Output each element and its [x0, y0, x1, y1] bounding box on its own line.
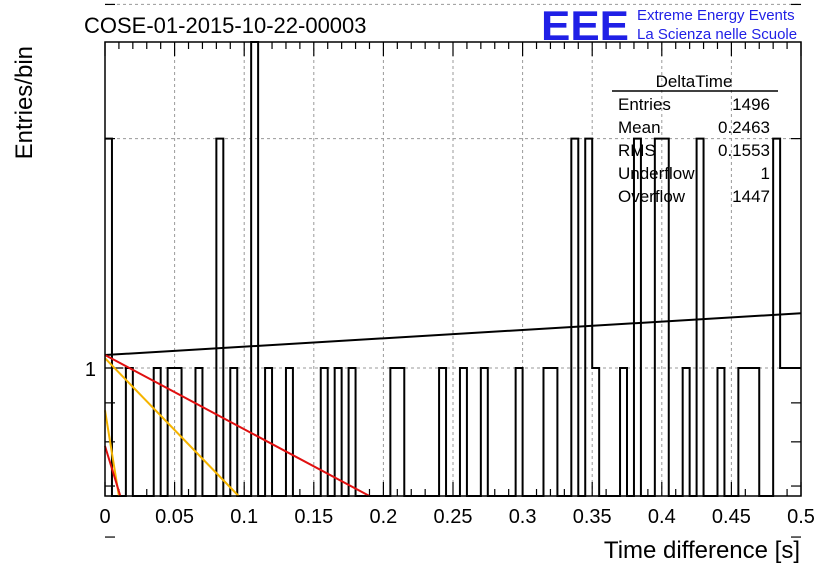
fit-line	[104, 445, 122, 497]
x-tick-label: 0.4	[648, 506, 676, 528]
x-axis-label: Time difference [s]	[604, 537, 800, 564]
histogram-bin	[390, 368, 397, 496]
histogram-bin	[397, 368, 404, 496]
histogram-bin	[794, 368, 801, 496]
stats-value-entries: 1496	[732, 95, 770, 114]
plot-frame	[104, 41, 802, 497]
stats-value-underflow: 1	[761, 164, 770, 183]
stats-value-overflow: 1447	[732, 187, 770, 206]
x-tick-label: 0.5	[787, 506, 815, 528]
x-tick-label: 0.05	[155, 506, 194, 528]
histogram-bin	[195, 368, 202, 496]
histogram-bin	[543, 368, 550, 496]
stats-label-entries: Entries	[618, 95, 671, 114]
x-tick-label: 0.15	[294, 506, 333, 528]
stats-label-overflow: Overflow	[618, 187, 686, 206]
histogram-bin	[620, 368, 627, 496]
histogram-bin	[697, 139, 704, 496]
x-tick-label: 0.1	[230, 506, 258, 528]
histogram-bin	[780, 368, 787, 496]
stats-value-rms: 0.1553	[718, 141, 770, 160]
histogram-bin	[738, 368, 745, 496]
fit-line	[104, 312, 802, 357]
histogram-bin	[216, 139, 223, 496]
histogram-bin	[585, 139, 592, 496]
fit-line	[104, 357, 240, 497]
histogram-bin	[773, 139, 780, 496]
x-tick-label: 0.35	[573, 506, 612, 528]
histogram-bin	[550, 368, 557, 496]
histogram-bin	[439, 368, 446, 496]
histogram-bin	[571, 139, 578, 496]
fit-lines	[104, 312, 802, 497]
histogram-bin	[154, 368, 161, 496]
fit-line	[104, 354, 370, 497]
logo-line-2: La Scienza nelle Scuole	[637, 26, 797, 43]
x-tick-label: 0.2	[369, 506, 397, 528]
histogram-bin	[265, 368, 272, 496]
histogram-bin	[717, 368, 724, 496]
y-axis-label: Entries/bin	[11, 46, 38, 159]
histogram-bin	[752, 368, 759, 496]
stats-box: DeltaTime Entries 1496 Mean 0.2463 RMS 0…	[612, 72, 778, 206]
histogram-bin	[230, 368, 237, 496]
stats-label-underflow: Underflow	[618, 164, 695, 183]
histogram-bin	[335, 368, 342, 496]
x-tick-labels: 0 0.05 0.1 0.15 0.2 0.25 0.3 0.35 0.4 0.45 0.5	[99, 506, 814, 528]
y-tick-label-1: 1	[85, 359, 96, 381]
stats-label-rms: RMS	[618, 141, 656, 160]
histogram-bin	[251, 42, 258, 496]
histogram-bin	[683, 368, 690, 496]
x-tick-label: 0.3	[509, 506, 537, 528]
histogram-bin	[745, 368, 752, 496]
histogram-bin	[286, 368, 293, 496]
eee-logo-mark: EEE	[541, 2, 629, 49]
logo-line-1: Extreme Energy Events	[637, 7, 795, 24]
x-tick-label: 0.45	[712, 506, 751, 528]
x-tick-label: 0.25	[434, 506, 473, 528]
chart-title: COSE-01-2015-10-22-00003	[84, 13, 367, 38]
histogram-bin	[321, 368, 328, 496]
histogram-bin	[516, 368, 523, 496]
histogram-bin	[168, 368, 175, 496]
grid-lines	[105, 3, 801, 496]
stats-box-title: DeltaTime	[656, 72, 733, 91]
histogram-bin	[592, 368, 599, 496]
stats-value-mean: 0.2463	[718, 118, 770, 137]
histogram-bin	[787, 368, 794, 496]
histogram-bin	[481, 368, 488, 496]
stats-label-mean: Mean	[618, 118, 661, 137]
histogram-bin	[460, 368, 467, 496]
x-tick-label: 0	[99, 506, 110, 528]
histogram-bin	[349, 368, 356, 496]
